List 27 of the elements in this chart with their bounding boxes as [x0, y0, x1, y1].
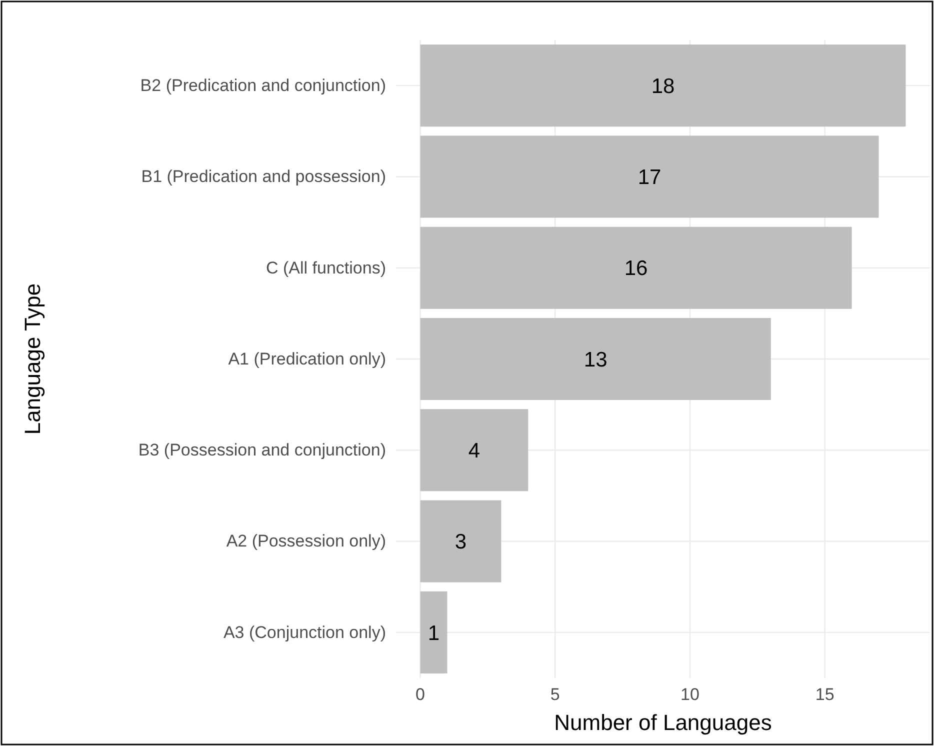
- x-tick-label: 15: [815, 685, 834, 704]
- bar: [420, 226, 852, 309]
- x-tick-label: 0: [416, 685, 426, 704]
- y-tick-label: A2 (Possession only): [226, 532, 386, 551]
- bar: [420, 500, 502, 582]
- x-tick-label: 5: [550, 685, 560, 704]
- data-label: 3: [454, 530, 467, 554]
- y-tick-label: B2 (Predication and conjunction): [140, 76, 386, 96]
- y-tick-label: B3 (Possession and conjunction): [138, 440, 386, 460]
- x-tick-label: 10: [680, 685, 700, 704]
- data-label: 16: [624, 257, 648, 280]
- data-label: 17: [638, 166, 662, 190]
- bar: [420, 136, 879, 218]
- data-label: 4: [468, 439, 480, 462]
- bar: [420, 44, 906, 127]
- bar: [420, 591, 448, 674]
- y-tick-label: B1 (Predication and possession): [141, 167, 386, 186]
- bar: [420, 318, 771, 400]
- x-axis-title: Number of Languages: [554, 710, 772, 735]
- y-tick-label: A3 (Conjunction only): [223, 622, 386, 642]
- data-label: 18: [651, 74, 675, 98]
- data-label: 13: [584, 348, 608, 372]
- y-tick-label: C (All functions): [266, 258, 386, 278]
- y-tick-label: A1 (Predication only): [228, 349, 386, 368]
- y-axis-title: Language Type: [20, 283, 45, 435]
- bar: [420, 409, 528, 492]
- data-label: 1: [428, 622, 440, 645]
